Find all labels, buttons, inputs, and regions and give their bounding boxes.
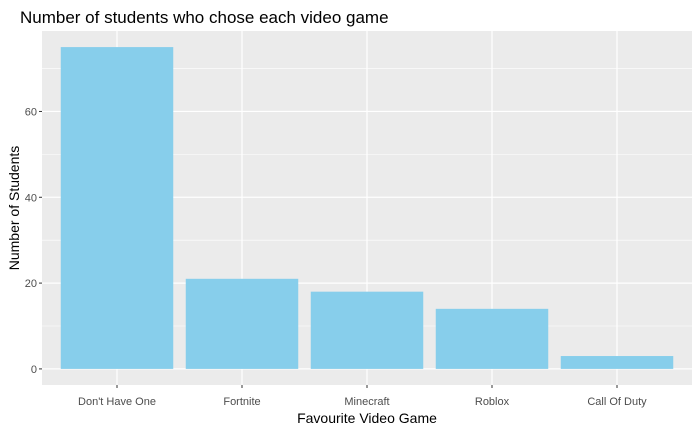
bar <box>310 291 424 369</box>
x-tick-label: Minecraft <box>344 396 389 408</box>
y-tick-label: 20 <box>25 278 37 290</box>
x-axis: Don't Have One Fortnite Minecraft Roblox Cal… <box>78 385 647 408</box>
x-tick-label: Don't Have One <box>78 396 156 408</box>
y-tick-label: 60 <box>25 106 37 118</box>
x-tick-label: Call Of Duty <box>587 396 647 408</box>
bar <box>560 356 674 369</box>
y-tick-label: 40 <box>25 192 37 204</box>
bars <box>60 47 674 369</box>
bar <box>185 278 299 369</box>
y-axis-title: Number of Students <box>6 146 22 271</box>
x-tick-label: Roblox <box>475 396 510 408</box>
chart-title: Number of students who chose each video … <box>20 8 389 27</box>
x-axis-title: Favourite Video Game <box>297 410 437 426</box>
bar <box>435 308 549 369</box>
bar <box>60 47 174 369</box>
y-axis: 0 20 40 60 <box>25 106 42 376</box>
x-tick-label: Fortnite <box>223 396 260 408</box>
y-tick-label: 0 <box>31 364 37 376</box>
